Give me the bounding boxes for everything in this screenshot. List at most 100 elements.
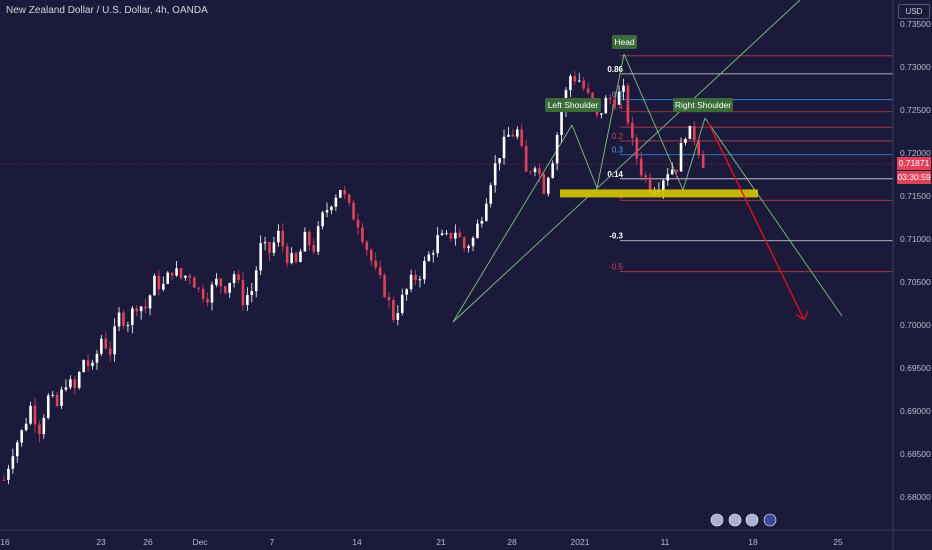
candle-body xyxy=(295,253,298,262)
candle-body xyxy=(166,273,169,284)
candle-body xyxy=(445,233,448,234)
y-tick-label: 0.70500 xyxy=(900,277,931,287)
candle-body xyxy=(286,246,289,263)
candle-body xyxy=(246,295,249,305)
fib-level-label: 0.3 xyxy=(612,146,624,155)
candle-body xyxy=(277,231,280,243)
candle-body xyxy=(56,395,59,406)
candle-body xyxy=(304,232,307,252)
candle-body xyxy=(82,360,85,372)
candle-body xyxy=(476,224,479,238)
y-tick-label: 0.73500 xyxy=(900,19,931,29)
candle-body xyxy=(242,280,245,305)
candle-body xyxy=(197,288,200,289)
candle-body xyxy=(472,238,475,246)
candle-body xyxy=(60,390,63,406)
candle-body xyxy=(463,237,466,248)
candle-body xyxy=(578,81,581,82)
candle-body xyxy=(684,139,687,143)
x-tick-label: 11 xyxy=(661,537,670,547)
candle-body xyxy=(702,155,705,168)
y-tick-label: 0.72500 xyxy=(900,105,931,115)
event-flag-icon xyxy=(711,514,723,526)
candle-body xyxy=(104,339,107,349)
candle-body xyxy=(228,283,231,293)
candle-body xyxy=(158,276,161,290)
candle-body xyxy=(339,190,342,198)
candle-body xyxy=(503,137,506,158)
candle-body xyxy=(335,198,338,207)
candle-body xyxy=(543,174,546,194)
candle-body xyxy=(47,395,50,418)
candle-body xyxy=(255,270,258,291)
candle-body xyxy=(525,146,528,172)
fib-level-label: 0.6 xyxy=(612,91,624,100)
x-tick-label: 21 xyxy=(436,537,446,547)
candle-body xyxy=(20,430,23,442)
candle-body xyxy=(370,250,373,261)
y-tick-label: 0.71500 xyxy=(900,191,931,201)
candle-body xyxy=(38,424,41,434)
candle-body xyxy=(516,129,519,136)
candle-body xyxy=(135,308,138,311)
candle-body xyxy=(680,143,683,172)
candle-body xyxy=(29,406,32,424)
candle-body xyxy=(211,285,214,303)
candle-body xyxy=(25,424,28,430)
candle-body xyxy=(605,98,608,113)
candle-body xyxy=(273,242,276,252)
candle-body xyxy=(171,273,174,276)
x-tick-label: 26 xyxy=(143,537,153,547)
candle-body xyxy=(414,275,417,280)
candle-body xyxy=(631,123,634,138)
candle-body xyxy=(87,360,90,366)
candle-body xyxy=(299,251,302,262)
candle-body xyxy=(644,175,647,177)
candle-body xyxy=(251,291,254,295)
candle-body xyxy=(454,233,457,239)
candle-body xyxy=(321,212,324,226)
candle-body xyxy=(405,289,408,294)
candle-body xyxy=(144,307,147,309)
candle-body xyxy=(290,253,293,263)
candle-body xyxy=(423,261,426,279)
x-tick-label: 14 xyxy=(352,537,362,547)
candle-body xyxy=(149,295,152,308)
x-tick-label: 16 xyxy=(0,537,10,547)
candle-body xyxy=(675,170,678,172)
candle-body xyxy=(193,278,196,288)
countdown-label: 03:30:59 xyxy=(897,171,931,184)
y-tick-label: 0.68000 xyxy=(900,492,931,502)
candle-body xyxy=(635,138,638,159)
candle-body xyxy=(91,363,94,366)
candle-body xyxy=(574,76,577,81)
event-flag-icon xyxy=(729,514,741,526)
candle-body xyxy=(348,194,351,202)
candle-body xyxy=(458,233,461,237)
candle-body xyxy=(498,158,501,163)
candle-body xyxy=(556,135,559,163)
candle-body xyxy=(613,99,616,104)
candle-body xyxy=(312,245,315,252)
candle-body xyxy=(12,456,15,468)
y-tick-label: 0.70000 xyxy=(900,320,931,330)
y-tick-label: 0.69000 xyxy=(900,406,931,416)
last-price-label: 0.71871 xyxy=(897,157,931,170)
fib-level-label: 0.2 xyxy=(612,132,624,141)
candle-body xyxy=(436,235,439,253)
candle-body xyxy=(622,86,625,92)
candle-body xyxy=(3,480,6,481)
right-shoulder-label: Right Shoulder xyxy=(675,100,731,110)
candle-body xyxy=(189,276,192,278)
candle-body xyxy=(43,418,46,434)
x-tick-label: 23 xyxy=(96,537,106,547)
currency-label[interactable]: USD xyxy=(898,4,930,19)
candle-body xyxy=(233,274,236,283)
fib-level-label: -0.5 xyxy=(609,263,623,272)
candle-body xyxy=(520,129,523,146)
candle-body xyxy=(65,387,68,389)
candle-body xyxy=(326,210,329,212)
fib-level-label: -0.3 xyxy=(609,232,623,241)
